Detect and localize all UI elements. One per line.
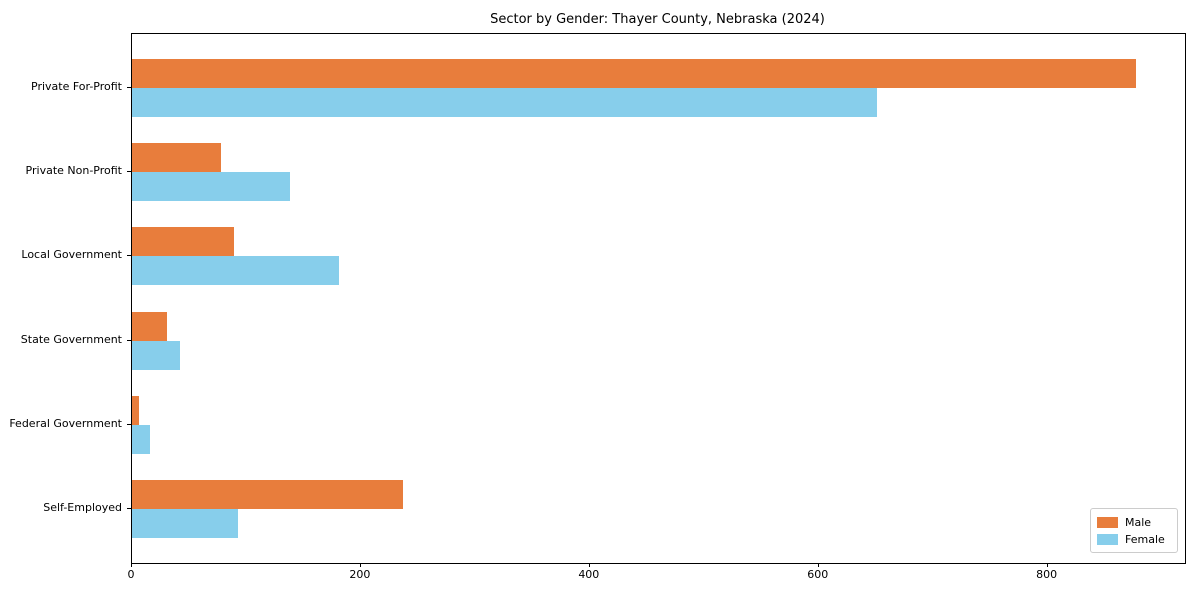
- y-tick-mark: [127, 171, 131, 173]
- bar-male: [132, 59, 1136, 88]
- x-tick-mark: [359, 563, 361, 567]
- y-tick-label: Private Non-Profit: [25, 164, 122, 178]
- x-tick-mark: [1046, 563, 1048, 567]
- y-tick-mark: [127, 423, 131, 425]
- x-tick-mark: [588, 563, 590, 567]
- bar-female: [132, 424, 151, 454]
- bar-male: [132, 480, 404, 509]
- bar-male: [132, 395, 139, 425]
- bar-female: [132, 509, 239, 538]
- x-tick-mark: [131, 563, 132, 567]
- y-tick-label: Self-Employed: [43, 501, 122, 514]
- legend-label-female: Female: [1125, 533, 1165, 546]
- legend-entry-male: Male: [1097, 514, 1171, 531]
- legend: Male Female: [1090, 508, 1178, 553]
- bar-male: [132, 227, 234, 257]
- bar-male: [132, 143, 222, 173]
- bar-female: [132, 256, 340, 286]
- x-tick-label: 0: [127, 568, 135, 581]
- bar-female: [132, 340, 181, 370]
- bar-male: [132, 311, 168, 341]
- female-series-swatch-icon: [1097, 534, 1118, 545]
- y-tick-mark: [127, 255, 131, 257]
- y-tick-label: Federal Government: [9, 416, 122, 430]
- x-tick-label: 800: [1036, 568, 1058, 581]
- chart-title: Sector by Gender: Thayer County, Nebrask…: [490, 12, 825, 27]
- x-tick-label: 400: [578, 568, 600, 581]
- legend-label-male: Male: [1125, 516, 1152, 529]
- y-tick-label: State Government: [20, 332, 122, 346]
- bar-female: [132, 172, 290, 202]
- y-tick-mark: [127, 87, 131, 88]
- y-tick-mark: [127, 339, 131, 341]
- legend-entry-female: Female: [1097, 531, 1171, 548]
- x-tick-mark: [817, 563, 819, 567]
- x-tick-label: 200: [349, 568, 371, 581]
- male-series-swatch-icon: [1097, 517, 1118, 528]
- x-tick-label: 600: [807, 568, 829, 581]
- y-tick-label: Local Government: [21, 248, 122, 262]
- plot-area: [131, 33, 1186, 564]
- bar-female: [132, 88, 878, 117]
- y-tick-label: Private For-Profit: [31, 80, 122, 93]
- y-tick-mark: [127, 508, 131, 509]
